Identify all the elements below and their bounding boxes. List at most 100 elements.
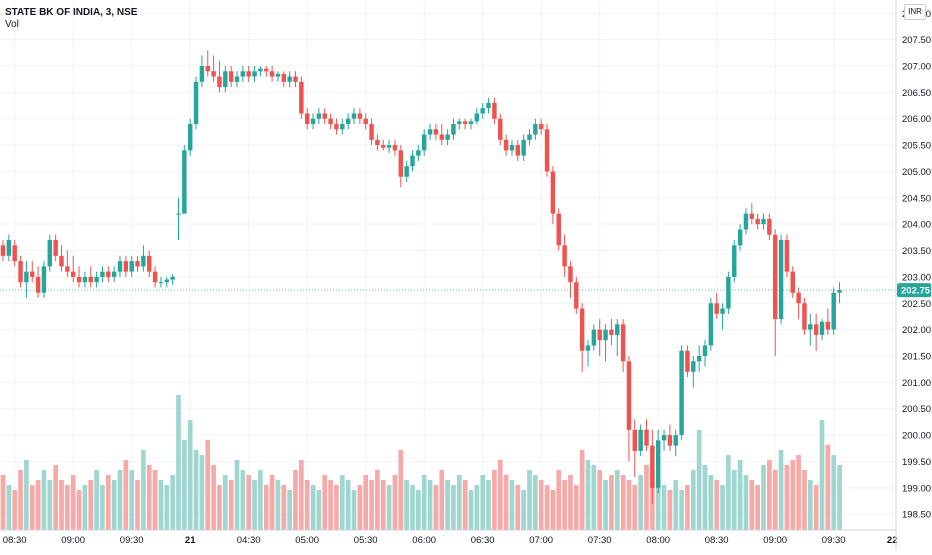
volume-bar — [129, 470, 135, 530]
last-price-label: 202.75 — [901, 286, 931, 297]
volume-bar — [708, 475, 714, 530]
candle-body — [111, 271, 117, 277]
x-tick-label: 21 — [185, 535, 196, 546]
volume-bar — [714, 480, 720, 530]
candle-body — [6, 240, 12, 256]
x-tick-label: 07:00 — [529, 535, 553, 546]
candle-body — [117, 261, 123, 272]
candle-body — [345, 118, 351, 124]
volume-bar — [509, 480, 515, 530]
volume-bar — [550, 490, 556, 530]
volume-bar — [351, 490, 357, 530]
volume-bar — [790, 460, 796, 530]
volume-bar — [807, 480, 813, 530]
candle-body — [626, 361, 632, 430]
y-tick-label: 200.00 — [902, 431, 931, 442]
volume-bar — [568, 475, 573, 530]
candle-body — [550, 171, 556, 214]
volume-bar — [228, 480, 234, 530]
x-tick-label: 08:30 — [705, 535, 729, 546]
y-tick-label: 202.00 — [902, 325, 931, 336]
price-candles — [0, 50, 842, 504]
volume-bar — [357, 485, 363, 530]
volume-bar — [667, 490, 673, 530]
candle-body — [749, 213, 755, 219]
candle-body — [100, 271, 105, 277]
candle-body — [457, 121, 462, 124]
candle-body — [632, 429, 638, 451]
volume-bar — [380, 480, 386, 530]
candle-body — [287, 76, 292, 82]
volume-bar — [579, 450, 585, 530]
volume-bar — [328, 480, 333, 530]
volume-bar — [515, 485, 521, 530]
volume-bar — [375, 470, 380, 530]
volume-bar — [655, 480, 661, 530]
candle-body — [509, 145, 515, 151]
candle-body — [369, 124, 374, 140]
volume-bar — [521, 490, 526, 530]
y-tick-label: 201.50 — [902, 352, 931, 363]
candle-body — [503, 139, 509, 151]
volume-bar — [685, 485, 690, 530]
candle-body — [784, 240, 790, 272]
volume-bar — [755, 485, 760, 530]
candle-body — [480, 108, 485, 114]
candle-body — [205, 66, 210, 72]
y-tick-label: 199.00 — [902, 483, 931, 494]
volume-bar — [761, 465, 766, 530]
volume-bar — [492, 470, 497, 530]
candle-body — [638, 429, 643, 451]
volume-bar — [421, 475, 427, 530]
volume-bar — [784, 465, 790, 530]
candle-body — [310, 118, 316, 124]
currency-button[interactable]: INR — [904, 4, 926, 20]
volume-bar — [392, 475, 398, 530]
candle-body — [404, 166, 409, 177]
volume-bar — [638, 475, 643, 530]
volume-bar — [59, 480, 64, 530]
volume-bar — [696, 430, 702, 530]
x-tick-label: 07:30 — [588, 535, 612, 546]
candle-body — [53, 240, 58, 256]
y-tick-label: 204.50 — [902, 193, 931, 204]
candle-body — [123, 261, 129, 272]
symbol-legend: STATE BK OF INDIA, 3, NSE — [5, 6, 137, 19]
volume-bar — [614, 470, 620, 530]
volume-bar — [135, 480, 140, 530]
volume-bar — [117, 470, 123, 530]
x-tick-label: 05:00 — [295, 535, 319, 546]
candle-body — [474, 113, 480, 122]
candle-body — [82, 276, 88, 283]
candle-body — [486, 102, 491, 109]
candle-body — [59, 255, 64, 267]
candle-body — [533, 124, 538, 135]
candle-body — [363, 118, 368, 124]
candle-body — [211, 71, 216, 77]
candle-body — [813, 324, 819, 335]
candle-body — [182, 150, 187, 214]
volume-bar — [386, 485, 392, 530]
volume-bar — [94, 470, 99, 530]
volume-bar — [258, 470, 263, 530]
volume-bar — [468, 490, 474, 530]
y-tick-label: 205.50 — [902, 141, 931, 152]
candle-body — [755, 218, 760, 225]
y-tick-label: 202.50 — [902, 299, 931, 310]
candle-body — [141, 255, 146, 267]
volume-bar — [182, 440, 187, 530]
x-tick-label: 08:30 — [3, 535, 27, 546]
candle-body — [527, 134, 532, 140]
candle-body — [761, 218, 766, 225]
candle-body — [808, 324, 813, 330]
volume-bar — [620, 475, 626, 530]
candle-body — [187, 124, 193, 151]
x-tick-label: 09:00 — [763, 535, 787, 546]
candle-body — [340, 124, 345, 130]
volume-bar — [573, 485, 579, 530]
candle-body — [597, 329, 602, 341]
candle-body — [831, 292, 836, 330]
volume-bar — [427, 480, 433, 530]
